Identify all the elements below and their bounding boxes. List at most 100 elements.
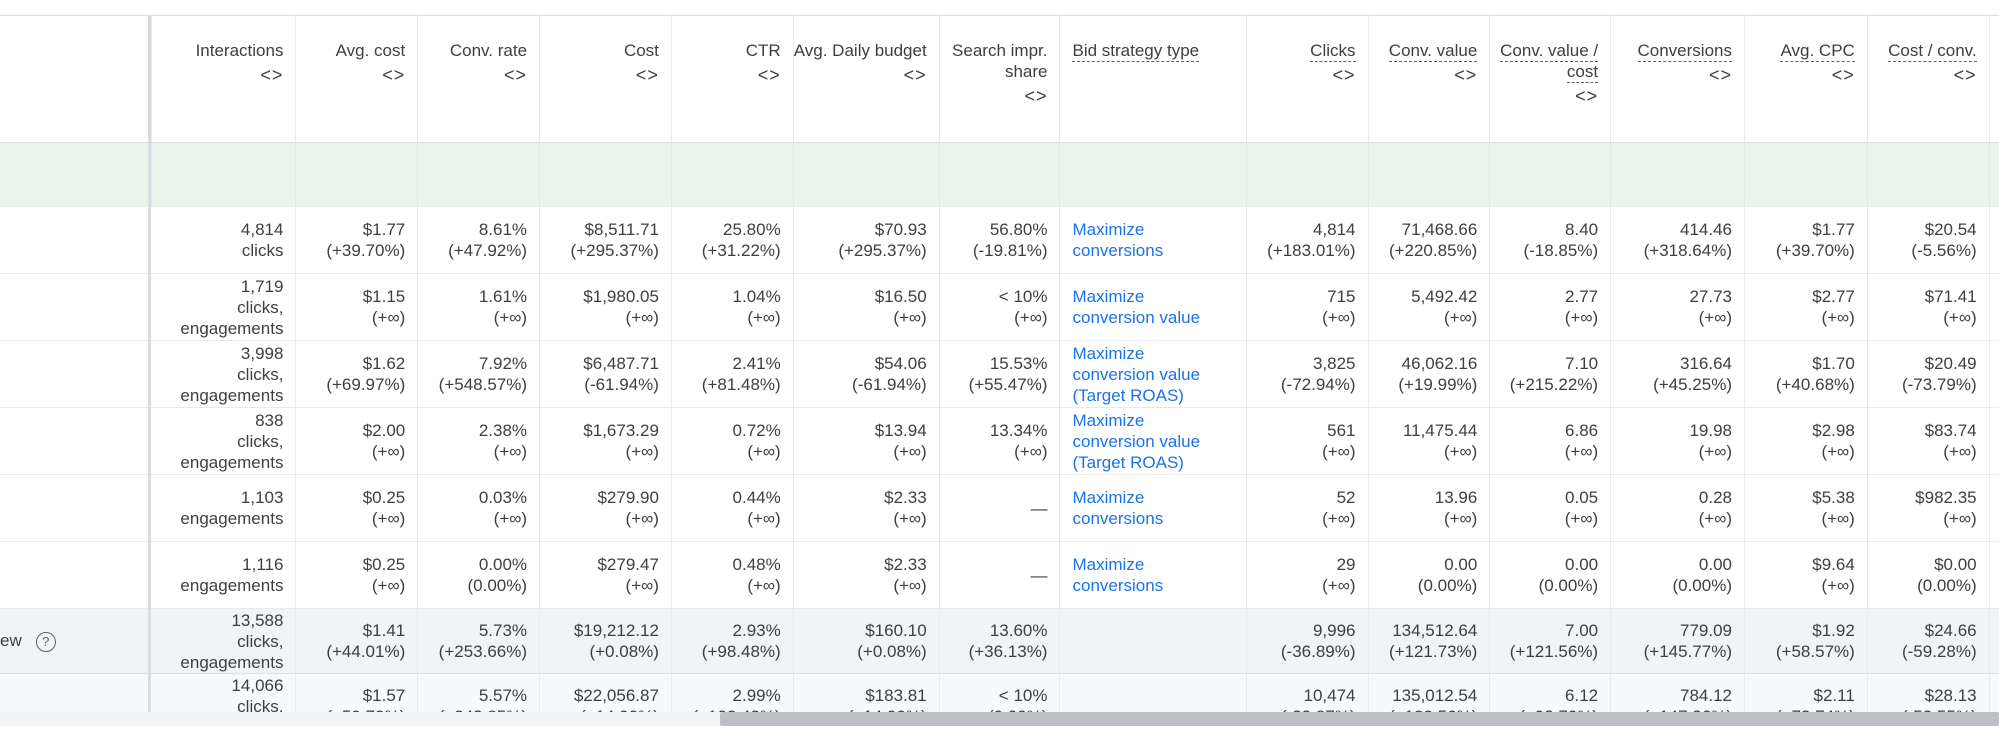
column-header-search-impr-share[interactable]: Search impr. share <> xyxy=(939,15,1061,143)
cell-change: (+121.73%) xyxy=(1388,642,1478,661)
cell-change: (+295.37%) xyxy=(570,241,659,260)
cell-clicks: 10,474(-33.87%) xyxy=(1246,673,1369,712)
overflow-cell xyxy=(1989,673,1999,712)
cell-value: $28.13 xyxy=(1924,686,1977,705)
column-header-label: Avg. Daily budget xyxy=(793,41,927,60)
cell-avg-daily-budget: $54.06 (-61.94%) xyxy=(793,340,940,408)
cell-bid-strategy-type[interactable]: Maximize conversions xyxy=(1059,541,1247,609)
summary-cell xyxy=(151,142,297,207)
sort-icon[interactable]: <> xyxy=(1831,65,1855,85)
sort-icon[interactable]: <> xyxy=(1332,65,1356,85)
help-icon[interactable]: ? xyxy=(35,631,56,652)
cell-conversions: 27.73 (+∞) xyxy=(1610,273,1745,341)
column-header-avg-cost[interactable]: Avg. cost <> xyxy=(295,15,419,143)
cell-bid-strategy-type[interactable]: Maximize conversions xyxy=(1059,474,1247,542)
bid-strategy-line: Maximize xyxy=(1072,410,1145,430)
cell-change: (+215.22%) xyxy=(1509,375,1599,394)
table-row[interactable]: 1,719 clicks, engagements $1.15 (+∞) 1.61% (+∞… xyxy=(0,273,1999,341)
cell-change: (+∞) xyxy=(747,308,781,327)
sort-icon[interactable]: <> xyxy=(757,65,781,85)
sort-icon[interactable]: <> xyxy=(1024,86,1048,106)
bid-strategy-line: Maximize xyxy=(1072,220,1145,239)
cell-conversions: 0.28 (+∞) xyxy=(1610,474,1745,542)
sort-icon[interactable]: <> xyxy=(1953,65,1977,85)
cell-value: 2.41% xyxy=(732,354,781,373)
cell-change: engagements xyxy=(180,652,284,672)
cell-ctr: 2.93% (+98.48%) xyxy=(671,608,794,674)
sort-icon[interactable]: <> xyxy=(382,65,406,85)
column-header-clicks[interactable]: Clicks <> xyxy=(1246,15,1369,143)
cell-change: engagements xyxy=(180,509,284,528)
table-row[interactable]: 838 clicks, engagements $2.00 (+∞) 2.38% (+∞) $… xyxy=(0,407,1999,475)
cell-change: (+∞) xyxy=(893,308,927,327)
column-header-conv-value[interactable]: Conv. value <> xyxy=(1368,15,1491,143)
column-header-interactions[interactable]: Interactions <> xyxy=(151,15,297,143)
summary-cell xyxy=(1610,142,1745,207)
cell-value: $1,980.05 xyxy=(583,287,659,306)
cell-conversions: 779.09 (+145.77%) xyxy=(1610,608,1745,674)
scrollbar-thumb[interactable] xyxy=(720,712,1999,726)
cell-change: (+∞) xyxy=(1821,576,1855,595)
cell-search-impr-share: 15.53% (+55.47%) xyxy=(939,340,1061,408)
cell-conv-value: 46,062.16 (+19.99%) xyxy=(1368,340,1491,408)
totals-row[interactable]: ew? 13,588 clicks, engagements $1.41 (+44.01%… xyxy=(0,608,1999,674)
column-header-avg-cpc[interactable]: Avg. CPC <> xyxy=(1744,15,1868,143)
horizontal-scrollbar[interactable] xyxy=(0,712,1999,726)
sort-icon[interactable]: <> xyxy=(903,65,927,85)
cell-clicks: 29 (+∞) xyxy=(1246,541,1369,609)
cell-value: 13.96 xyxy=(1434,488,1478,507)
cell-change: (+∞) xyxy=(1322,442,1356,461)
column-header-cost[interactable]: Cost <> xyxy=(539,15,672,143)
bid-strategy-line: conversions xyxy=(1072,576,1164,595)
cell-conversions: 19.98 (+∞) xyxy=(1610,407,1745,475)
column-header-conversions[interactable]: Conversions <> xyxy=(1610,15,1745,143)
cell-bid-strategy-type[interactable]: Maximize conversion value (Target ROAS) xyxy=(1059,407,1247,475)
summary-cell xyxy=(1489,142,1612,207)
sort-icon[interactable]: <> xyxy=(635,65,659,85)
cell-value: 2.38% xyxy=(478,421,528,440)
cell-cost-conv: $982.35 (+∞) xyxy=(1867,474,1990,542)
cell-value: 0.05 xyxy=(1565,488,1599,507)
sort-icon[interactable]: <> xyxy=(1575,86,1599,106)
cell-value: 414.46 xyxy=(1680,220,1732,239)
cell-change: (+∞) xyxy=(493,509,528,528)
cell-interactions: 1,719 clicks, engagements xyxy=(151,273,297,341)
sort-icon[interactable]: <> xyxy=(1454,65,1478,85)
column-header-conv-rate[interactable]: Conv. rate <> xyxy=(417,15,541,143)
cell-change: (+∞) xyxy=(625,442,659,461)
row-name-cell xyxy=(0,340,151,408)
cell-change: (0.00%) xyxy=(940,706,1048,712)
frozen-column-divider[interactable] xyxy=(148,15,151,712)
overflow-cell xyxy=(1989,608,1999,674)
column-header-bid-strategy-type[interactable]: Bid strategy type xyxy=(1059,15,1247,143)
cell-search-impr-share: < 10% (+∞) xyxy=(939,273,1061,341)
summary-cell xyxy=(1867,142,1990,207)
column-header-ctr[interactable]: CTR <> xyxy=(671,15,794,143)
cell-bid-strategy-type[interactable]: Maximize conversion value xyxy=(1059,273,1247,341)
sort-icon[interactable]: <> xyxy=(504,65,528,85)
cell-interactions: 4,814 clicks xyxy=(151,207,297,274)
totals-row[interactable]: 14,066clicks,engagements$1.57(+59.72%)5.… xyxy=(0,673,1999,712)
cell-value: — xyxy=(1030,565,1048,585)
cell-value: 134,512.64 xyxy=(1392,621,1478,640)
column-header-conv-value-cost[interactable]: Conv. value / cost <> xyxy=(1489,15,1612,143)
cell-change: (+59.72%) xyxy=(296,706,405,712)
cell-value: < 10% xyxy=(998,287,1048,306)
cell-value: 0.28 xyxy=(1698,488,1732,507)
cell-bid-strategy-type[interactable]: Maximize conversions xyxy=(1059,207,1247,274)
column-header-overflow xyxy=(1989,15,1999,143)
sort-icon[interactable]: <> xyxy=(1708,65,1732,85)
table-row[interactable]: 4,814 clicks $1.77 (+39.70%) 8.61% (+47.92%) $… xyxy=(0,207,1999,274)
column-header-avg-daily-budget[interactable]: Avg. Daily budget <> xyxy=(793,15,940,143)
sort-icon[interactable]: <> xyxy=(260,65,284,85)
cell-change: (-5.56%) xyxy=(1911,241,1977,260)
column-header-cost-conv[interactable]: Cost / conv. <> xyxy=(1867,15,1990,143)
cell-conversions: 0.00 (0.00%) xyxy=(1610,541,1745,609)
cell-change: (+∞) xyxy=(1698,308,1732,327)
table-row[interactable]: 1,103 engagements $0.25 (+∞) 0.03% (+∞) $279.9… xyxy=(0,474,1999,542)
cell-conv-value: 5,492.42 (+∞) xyxy=(1368,273,1491,341)
table-row[interactable]: 3,998 clicks, engagements $1.62 (+69.97%) 7.9… xyxy=(0,340,1999,408)
table-row[interactable]: 1,116 engagements $0.25 (+∞) 0.00% (0.00%) $27… xyxy=(0,541,1999,609)
cell-value: 29 xyxy=(1336,555,1356,574)
cell-bid-strategy-type[interactable]: Maximize conversion value (Target ROAS) xyxy=(1059,340,1247,408)
